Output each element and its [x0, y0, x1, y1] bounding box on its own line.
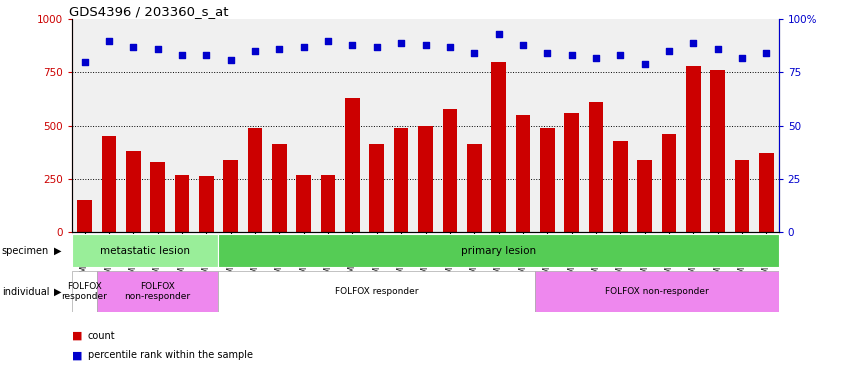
- Bar: [151, 162, 165, 232]
- Point: [711, 46, 724, 52]
- Text: percentile rank within the sample: percentile rank within the sample: [88, 350, 253, 360]
- Bar: [174, 175, 189, 232]
- Bar: [296, 175, 311, 232]
- Point: [297, 44, 311, 50]
- Point: [224, 56, 237, 63]
- Bar: [219, 271, 535, 312]
- Bar: [540, 128, 555, 232]
- Bar: [394, 128, 408, 232]
- Text: metastatic lesion: metastatic lesion: [100, 245, 191, 256]
- Bar: [219, 234, 779, 267]
- Text: specimen: specimen: [2, 245, 49, 256]
- Point: [638, 61, 652, 67]
- Point: [540, 50, 554, 56]
- Point: [127, 44, 140, 50]
- Bar: [72, 234, 219, 267]
- Bar: [491, 62, 505, 232]
- Bar: [686, 66, 700, 232]
- Point: [248, 48, 262, 54]
- Point: [394, 40, 408, 46]
- Bar: [711, 70, 725, 232]
- Bar: [72, 271, 97, 312]
- Point: [151, 46, 164, 52]
- Point: [589, 55, 603, 61]
- Point: [199, 52, 213, 58]
- Bar: [564, 113, 579, 232]
- Bar: [418, 126, 433, 232]
- Bar: [77, 200, 92, 232]
- Point: [565, 52, 579, 58]
- Bar: [637, 160, 652, 232]
- Point: [175, 52, 189, 58]
- Bar: [97, 271, 219, 312]
- Bar: [759, 154, 774, 232]
- Text: ■: ■: [72, 331, 83, 341]
- Point: [687, 40, 700, 46]
- Point: [760, 50, 774, 56]
- Bar: [535, 271, 779, 312]
- Bar: [662, 134, 677, 232]
- Point: [102, 38, 116, 44]
- Point: [467, 50, 481, 56]
- Point: [370, 44, 384, 50]
- Text: FOLFOX
non-responder: FOLFOX non-responder: [124, 282, 191, 301]
- Bar: [321, 175, 335, 232]
- Point: [346, 42, 359, 48]
- Bar: [199, 176, 214, 232]
- Point: [322, 38, 335, 44]
- Text: individual: individual: [2, 286, 49, 297]
- Point: [662, 48, 676, 54]
- Point: [272, 46, 286, 52]
- Bar: [272, 144, 287, 232]
- Bar: [734, 160, 750, 232]
- Bar: [516, 115, 530, 232]
- Text: ▶: ▶: [54, 286, 61, 297]
- Bar: [223, 160, 238, 232]
- Bar: [126, 151, 140, 232]
- Point: [735, 55, 749, 61]
- Text: ▶: ▶: [54, 245, 61, 256]
- Point: [443, 44, 457, 50]
- Point: [492, 31, 505, 37]
- Bar: [101, 136, 117, 232]
- Bar: [346, 98, 360, 232]
- Text: FOLFOX non-responder: FOLFOX non-responder: [605, 287, 709, 296]
- Point: [419, 42, 432, 48]
- Bar: [613, 141, 628, 232]
- Text: count: count: [88, 331, 115, 341]
- Point: [77, 59, 91, 65]
- Bar: [369, 144, 384, 232]
- Text: FOLFOX responder: FOLFOX responder: [335, 287, 419, 296]
- Text: FOLFOX
responder: FOLFOX responder: [61, 282, 107, 301]
- Text: GDS4396 / 203360_s_at: GDS4396 / 203360_s_at: [69, 5, 228, 18]
- Bar: [248, 128, 262, 232]
- Point: [614, 52, 627, 58]
- Bar: [589, 102, 603, 232]
- Text: ■: ■: [72, 350, 83, 360]
- Bar: [467, 144, 482, 232]
- Point: [516, 42, 529, 48]
- Text: primary lesion: primary lesion: [461, 245, 536, 256]
- Bar: [443, 109, 457, 232]
